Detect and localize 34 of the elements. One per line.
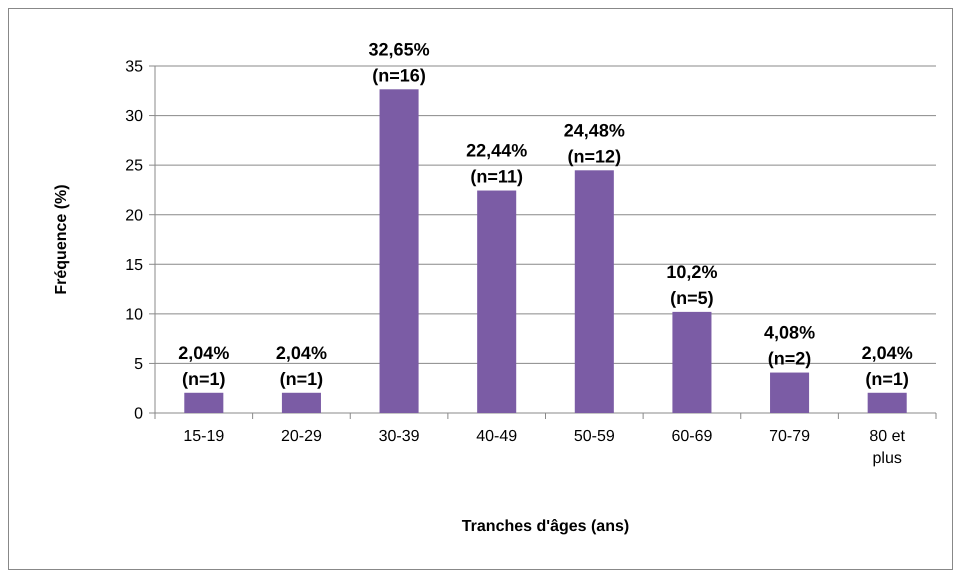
- data-label: 22,44% (n=11): [466, 140, 528, 187]
- data-label: 10,2% (n=5): [666, 262, 718, 308]
- bar: [672, 312, 712, 413]
- bar: [477, 190, 516, 413]
- x-tick-label: 15-19: [183, 428, 224, 445]
- data-label: 2,04% (n=1): [862, 342, 913, 389]
- x-tick-label: 30-39: [378, 428, 420, 445]
- x-tick-label: 60-69: [671, 428, 712, 445]
- bar: [868, 392, 907, 413]
- y-tick-label: 0: [134, 406, 144, 423]
- y-tick-label: 20: [125, 207, 144, 224]
- x-tick-label: 20-29: [280, 428, 322, 445]
- y-tick-label: 5: [134, 356, 144, 374]
- y-tick-label: 10: [125, 306, 144, 324]
- y-tick-label: 15: [125, 256, 144, 274]
- x-tick-label: 40-49: [476, 428, 518, 445]
- y-tick-label: 30: [125, 108, 144, 126]
- x-tick-label: 70-79: [769, 428, 810, 445]
- bar: [574, 170, 614, 413]
- data-label: 4,08% (n=2): [764, 322, 816, 369]
- y-axis-title: Fréquence (%): [53, 184, 70, 295]
- bar: [184, 392, 224, 413]
- bar: [770, 372, 810, 413]
- x-tick-label: 80 et plus: [869, 428, 906, 467]
- bar: [282, 392, 321, 413]
- data-label: 32,65% (n=16): [368, 39, 430, 86]
- data-label: 24,48% (n=12): [564, 120, 625, 166]
- bar: [380, 89, 419, 413]
- x-tick-label: 50-59: [574, 428, 615, 445]
- y-tick-label: 35: [125, 58, 144, 76]
- x-axis-title: Tranches d'âges (ans): [462, 518, 630, 535]
- data-label: 2,04% (n=1): [178, 342, 230, 389]
- data-label: 2,04% (n=1): [276, 342, 327, 389]
- y-tick-label: 25: [125, 158, 144, 175]
